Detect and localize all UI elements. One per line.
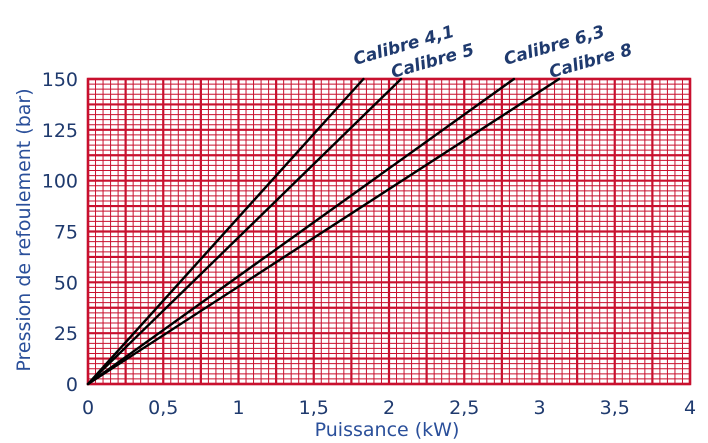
x-tick-label: 0,5 — [148, 397, 178, 419]
x-tick-label: 3,5 — [600, 397, 630, 419]
y-tick-label: 50 — [54, 272, 78, 294]
grid-major — [86, 77, 692, 386]
x-tick-label: 1,5 — [299, 397, 329, 419]
x-tick-label: 1 — [232, 397, 244, 419]
series-layer — [86, 77, 561, 386]
x-tick-label: 3 — [533, 397, 545, 419]
x-tick-label: 2 — [383, 397, 395, 419]
y-tick-label: 0 — [66, 374, 78, 396]
y-tick-label: 150 — [42, 69, 78, 91]
y-tick-label: 100 — [42, 171, 78, 193]
y-tick-label: 75 — [54, 222, 78, 244]
x-tick-label: 4 — [684, 397, 696, 419]
x-tick-labels: 0 0,5 1 1,5 2 2,5 3 3,5 4 — [82, 397, 696, 419]
plot-border — [86, 77, 692, 386]
series-line — [86, 77, 516, 386]
series-line — [86, 77, 561, 386]
series-line — [86, 77, 365, 386]
x-tick-label: 0 — [82, 397, 94, 419]
y-tick-label: 25 — [54, 323, 78, 345]
y-tick-label: 125 — [42, 120, 78, 142]
y-axis-title: Pression de refoulement (bar) — [13, 88, 35, 371]
x-tick-label: 2,5 — [449, 397, 479, 419]
x-axis-title: Puissance (kW) — [315, 419, 460, 441]
y-tick-labels: 0 25 50 75 100 125 150 — [42, 69, 78, 396]
series-line — [86, 77, 403, 386]
